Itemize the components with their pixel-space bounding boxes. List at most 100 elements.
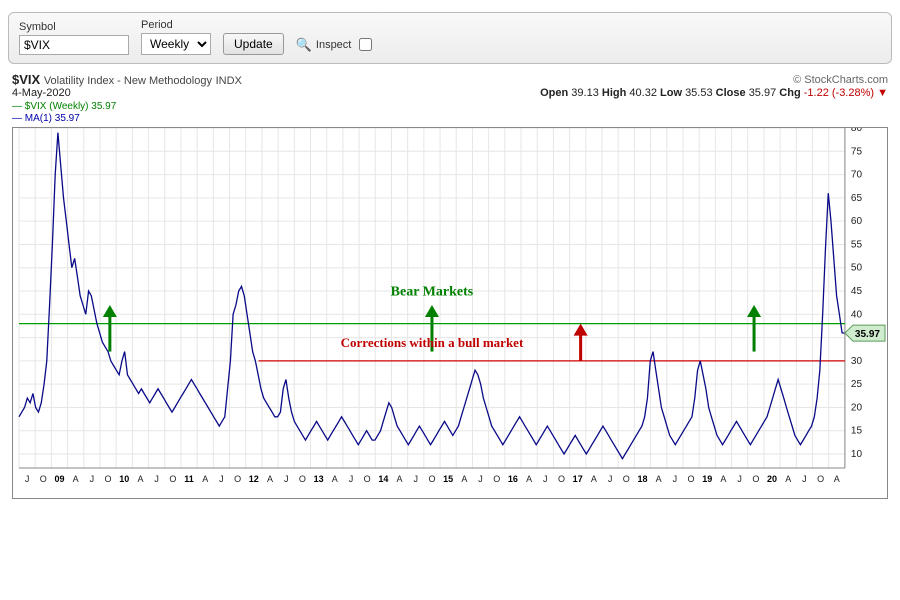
svg-text:45: 45 [851, 286, 863, 297]
legend-line-1: — $VIX (Weekly) 35.97 [12, 101, 888, 113]
high-label: High [602, 87, 626, 99]
svg-text:17: 17 [573, 474, 583, 484]
svg-text:15: 15 [851, 426, 863, 437]
svg-text:A: A [397, 474, 403, 484]
svg-text:14: 14 [378, 474, 388, 484]
svg-text:J: J [25, 474, 30, 484]
down-arrow-icon: ▼ [877, 87, 888, 99]
period-group: Period Weekly [141, 19, 211, 55]
svg-text:18: 18 [637, 474, 647, 484]
update-button[interactable]: Update [223, 33, 284, 55]
svg-text:50: 50 [851, 263, 863, 274]
chart-svg: 101520253035404550556065707580JO09AJO10A… [13, 128, 887, 498]
inspect-label: Inspect [316, 39, 351, 51]
svg-text:A: A [720, 474, 726, 484]
svg-text:A: A [461, 474, 467, 484]
symbol-label: Symbol [19, 21, 129, 33]
svg-text:A: A [834, 474, 840, 484]
svg-text:15: 15 [443, 474, 453, 484]
svg-text:O: O [40, 474, 47, 484]
svg-text:A: A [202, 474, 208, 484]
svg-text:O: O [752, 474, 759, 484]
bull-corrections-label: Corrections within a bull market [341, 335, 524, 350]
svg-text:A: A [656, 474, 662, 484]
svg-text:O: O [105, 474, 112, 484]
svg-text:40: 40 [851, 309, 863, 320]
svg-text:65: 65 [851, 193, 863, 204]
svg-text:11: 11 [184, 474, 194, 484]
svg-text:O: O [688, 474, 695, 484]
svg-text:O: O [428, 474, 435, 484]
svg-text:O: O [169, 474, 176, 484]
svg-text:J: J [90, 474, 95, 484]
ticker-name: Volatility Index - New Methodology [44, 75, 212, 87]
svg-text:20: 20 [851, 402, 863, 413]
low-value: 35.53 [685, 87, 713, 99]
svg-text:A: A [591, 474, 597, 484]
controls-bar: Symbol Period Weekly Update 🔍 Inspect [8, 12, 892, 64]
svg-text:O: O [623, 474, 630, 484]
period-select[interactable]: Weekly [141, 33, 211, 55]
svg-text:55: 55 [851, 239, 863, 250]
svg-text:12: 12 [249, 474, 259, 484]
svg-text:80: 80 [851, 128, 863, 134]
svg-text:20: 20 [767, 474, 777, 484]
stats-date: 4-May-2020 [12, 87, 71, 99]
svg-text:O: O [299, 474, 306, 484]
symbol-group: Symbol [19, 21, 129, 55]
svg-text:09: 09 [54, 474, 64, 484]
chart-header: $VIX Volatility Index - New Methodology … [8, 72, 892, 87]
chg-value: -1.22 (-3.28%) [804, 87, 874, 99]
svg-text:J: J [284, 474, 289, 484]
svg-text:19: 19 [702, 474, 712, 484]
svg-text:A: A [526, 474, 532, 484]
symbol-input[interactable] [19, 35, 129, 55]
ticker-exchange: INDX [216, 75, 242, 87]
svg-text:10: 10 [119, 474, 129, 484]
svg-text:30: 30 [851, 356, 863, 367]
svg-text:O: O [558, 474, 565, 484]
svg-text:70: 70 [851, 170, 863, 181]
svg-text:A: A [73, 474, 79, 484]
svg-text:10: 10 [851, 449, 863, 460]
legend-line-2: — MA(1) 35.97 [12, 113, 888, 125]
svg-text:J: J [478, 474, 483, 484]
attribution: © StockCharts.com [793, 74, 888, 86]
svg-text:60: 60 [851, 216, 863, 227]
close-label: Close [716, 87, 746, 99]
close-value: 35.97 [749, 87, 777, 99]
ticker-symbol: $VIX [12, 72, 40, 87]
svg-text:J: J [219, 474, 224, 484]
price-tag: 35.97 [855, 329, 880, 340]
low-label: Low [660, 87, 682, 99]
svg-text:J: J [414, 474, 419, 484]
stats-row: 4-May-2020 Open 39.13 High 40.32 Low 35.… [8, 87, 892, 101]
chart-title: $VIX Volatility Index - New Methodology … [12, 72, 242, 87]
chg-label: Chg [779, 87, 800, 99]
svg-text:A: A [267, 474, 273, 484]
high-value: 40.32 [629, 87, 657, 99]
stats-ohlc: Open 39.13 High 40.32 Low 35.53 Close 35… [540, 87, 888, 99]
svg-text:13: 13 [314, 474, 324, 484]
svg-text:J: J [543, 474, 548, 484]
chart: 101520253035404550556065707580JO09AJO10A… [12, 127, 888, 499]
inspect-group: 🔍 Inspect [296, 35, 376, 54]
svg-text:J: J [608, 474, 613, 484]
open-value: 39.13 [571, 87, 599, 99]
legend: — $VIX (Weekly) 35.97 — MA(1) 35.97 [12, 101, 888, 125]
svg-text:J: J [154, 474, 159, 484]
svg-text:16: 16 [508, 474, 518, 484]
svg-text:O: O [234, 474, 241, 484]
svg-text:J: J [802, 474, 807, 484]
svg-text:A: A [137, 474, 143, 484]
svg-text:J: J [673, 474, 678, 484]
svg-text:25: 25 [851, 379, 863, 390]
inspect-checkbox[interactable] [359, 38, 372, 51]
period-label: Period [141, 19, 211, 31]
magnify-icon: 🔍 [296, 37, 312, 53]
svg-text:O: O [364, 474, 371, 484]
bear-markets-label: Bear Markets [391, 285, 474, 300]
svg-text:J: J [737, 474, 742, 484]
svg-text:A: A [332, 474, 338, 484]
svg-text:O: O [817, 474, 824, 484]
